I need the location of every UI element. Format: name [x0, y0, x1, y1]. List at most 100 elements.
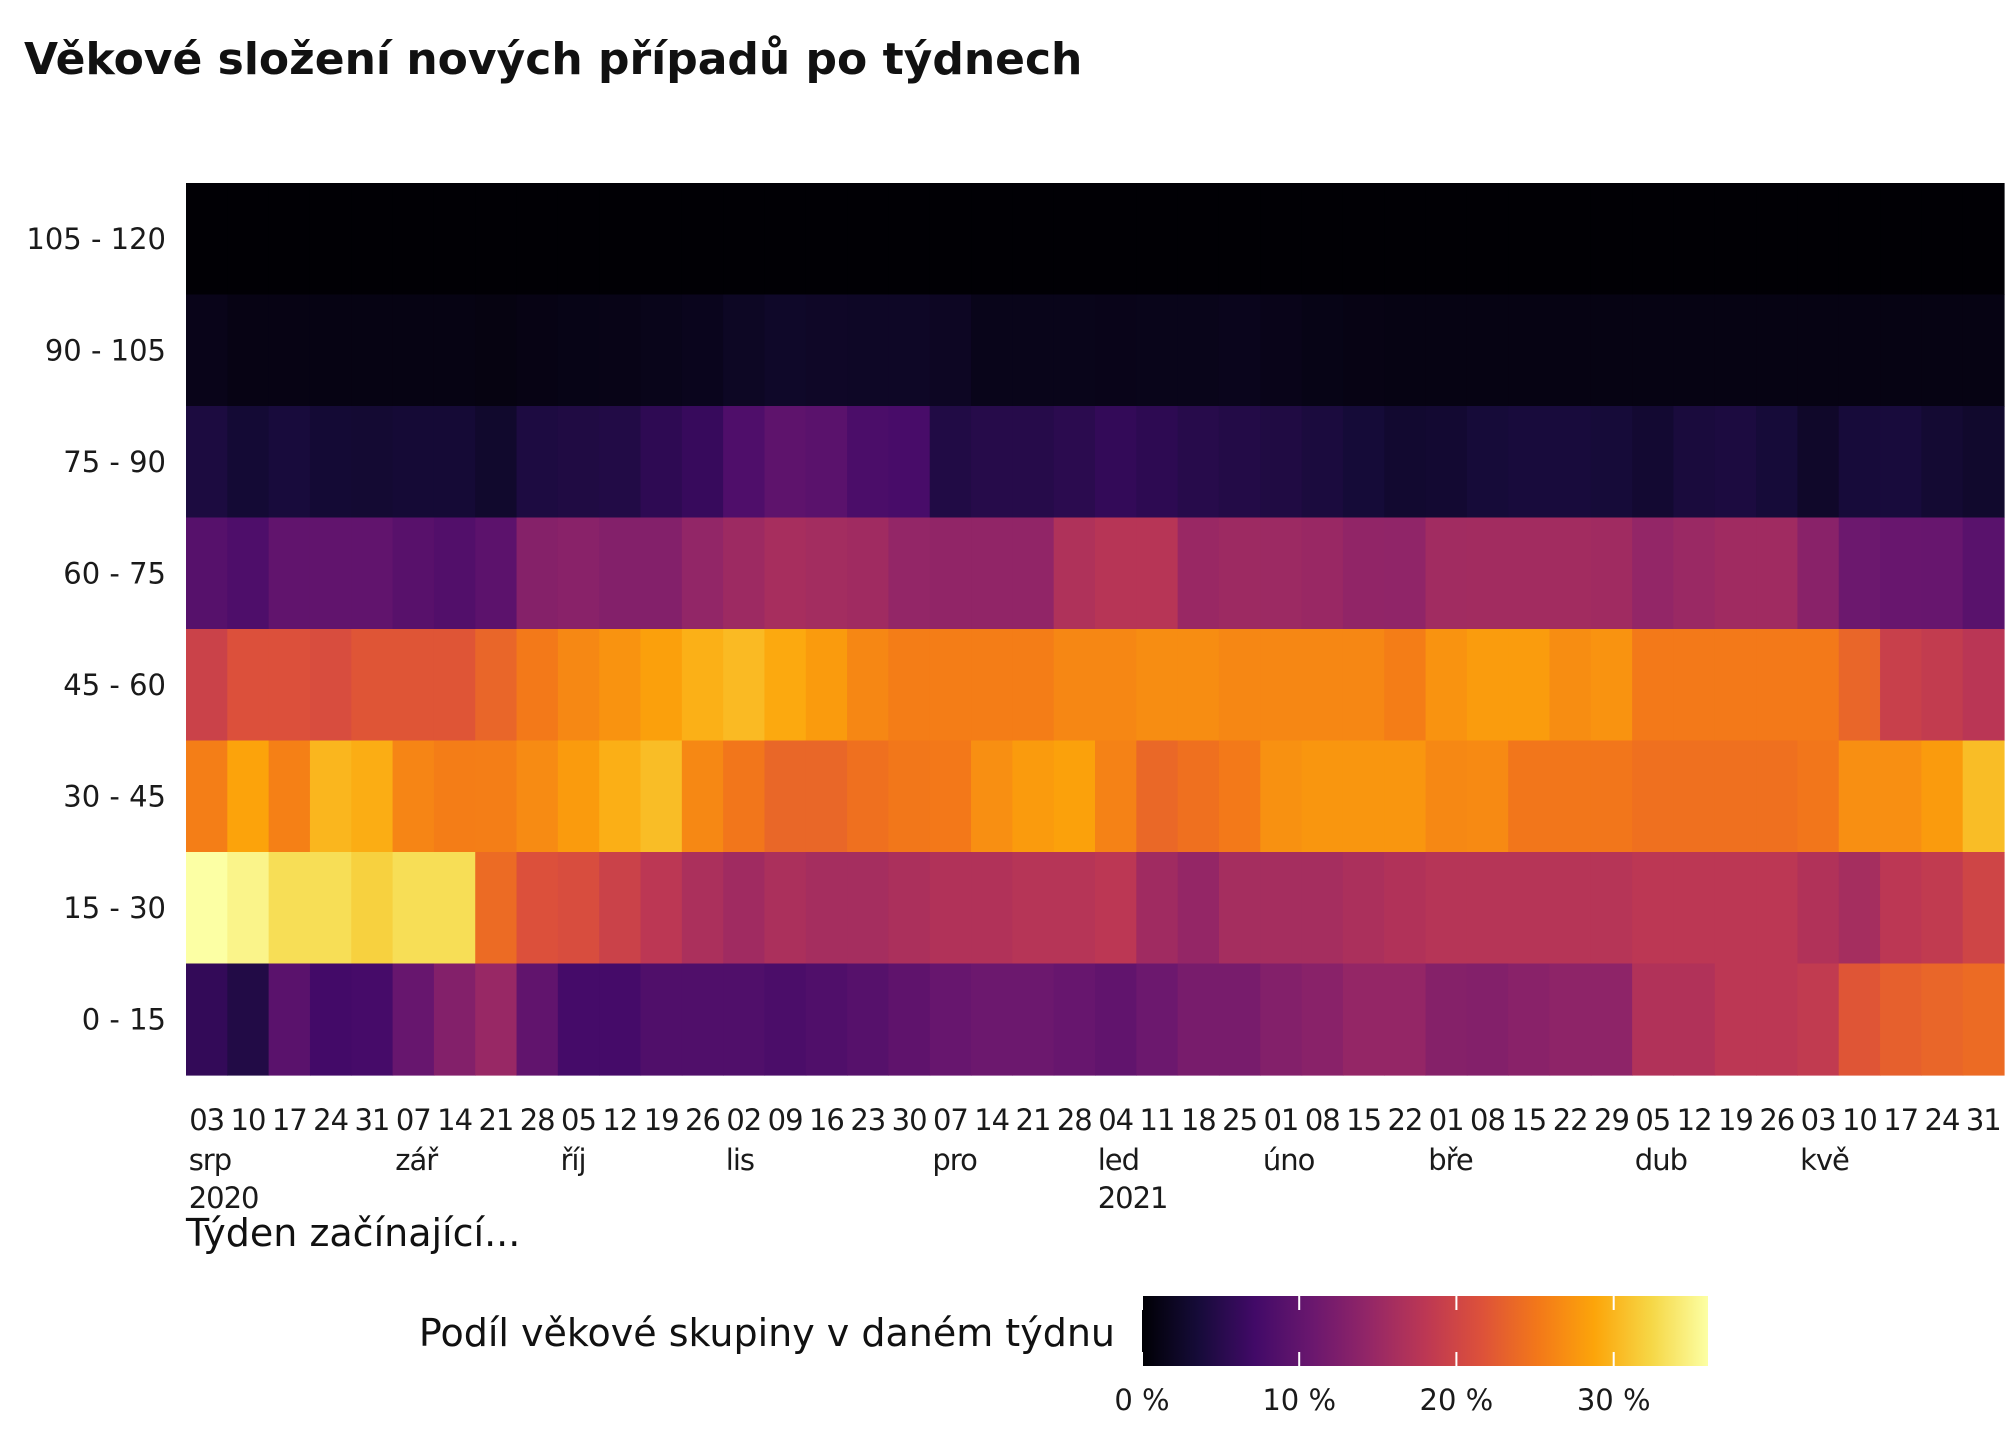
heatmap-cell — [1508, 852, 1551, 965]
heatmap-cell — [1962, 629, 2005, 742]
heatmap-cell — [1590, 406, 1633, 519]
heatmap-cell — [681, 183, 724, 296]
x-tick-day-label: 26 — [685, 1103, 720, 1137]
heatmap-cell — [1425, 740, 1468, 853]
heatmap-cell — [1508, 517, 1551, 630]
heatmap-cell — [351, 852, 394, 965]
heatmap-cell — [1260, 517, 1303, 630]
heatmap-cell — [1136, 852, 1179, 965]
heatmap-cell — [516, 183, 559, 296]
heatmap-cell — [764, 740, 807, 853]
heatmap-cell — [1673, 629, 1716, 742]
heatmap-cell — [681, 294, 724, 407]
heatmap-cell — [1508, 183, 1551, 296]
y-tick-label: 90 - 105 — [45, 333, 166, 367]
heatmap-cell — [1053, 406, 1096, 519]
heatmap-cell — [1880, 740, 1922, 853]
x-tick-day-label: 11 — [1140, 1103, 1175, 1137]
heatmap-cell — [1177, 517, 1220, 630]
y-tick-label: 60 - 75 — [63, 556, 166, 590]
heatmap-cell — [475, 183, 518, 296]
heatmap-cell — [1260, 963, 1303, 1076]
heatmap-cell — [1673, 294, 1716, 407]
x-tick-day-label: 12 — [602, 1103, 637, 1137]
heatmap-cell — [1384, 406, 1427, 519]
heatmap-cell — [516, 294, 559, 407]
heatmap-cell — [392, 629, 435, 742]
heatmap-cell — [1714, 294, 1757, 407]
heatmap-cell — [1136, 406, 1179, 519]
heatmap-cell — [1756, 294, 1799, 407]
heatmap-cell — [640, 294, 683, 407]
heatmap-cell — [1260, 629, 1303, 742]
heatmap-cell — [764, 629, 807, 742]
heatmap-cell — [1673, 517, 1716, 630]
heatmap-cell — [1632, 183, 1675, 296]
heatmap-cell — [1095, 629, 1137, 742]
x-tick-day-label: 18 — [1181, 1103, 1216, 1137]
chart-title: Věkové složení nových případů po týdnech — [24, 34, 1082, 85]
heatmap-cell — [1136, 963, 1179, 1076]
heatmap-cell — [1260, 406, 1303, 519]
heatmap-cell — [1384, 629, 1427, 742]
heatmap-cell — [1466, 629, 1509, 742]
heatmap-cell — [1342, 963, 1385, 1076]
heatmap-cell — [1053, 183, 1096, 296]
y-axis-tick-labels: 105 - 120 90 - 105 75 - 90 60 - 75 45 - 60 30… — [26, 222, 166, 1037]
heatmap-cell — [1136, 629, 1179, 742]
heatmap-cell — [1880, 183, 1922, 296]
heatmap-cell — [516, 629, 559, 742]
heatmap-cell — [227, 183, 270, 296]
heatmap-cell — [433, 183, 476, 296]
x-tick-month-label: říj — [561, 1143, 586, 1177]
heatmap-cell — [1838, 740, 1881, 853]
heatmap-cell — [1466, 963, 1509, 1076]
heatmap-cell — [1384, 852, 1427, 965]
x-tick-month-label: kvě — [1800, 1143, 1849, 1177]
heatmap-cell — [433, 740, 476, 853]
heatmap-cell — [599, 852, 642, 965]
heatmap-cell — [1549, 294, 1592, 407]
heatmap-cell — [1425, 183, 1468, 296]
heatmap-cell — [433, 963, 476, 1076]
legend-color-bar — [1142, 1296, 1708, 1366]
heatmap-cell — [1590, 629, 1633, 742]
y-tick-label: 75 - 90 — [63, 445, 166, 479]
heatmap-cell — [186, 406, 228, 519]
x-tick-day-label: 10 — [1842, 1103, 1877, 1137]
heatmap-cell — [929, 740, 972, 853]
heatmap-cell — [475, 852, 518, 965]
heatmap-cell — [1921, 406, 1964, 519]
heatmap-cell — [1756, 517, 1799, 630]
heatmap-cell — [227, 852, 270, 965]
heatmap-cell — [1384, 517, 1427, 630]
heatmap-cell — [599, 740, 642, 853]
heatmap-cell — [268, 852, 311, 965]
heatmap-cells — [186, 183, 2005, 1076]
heatmap-cell — [1590, 294, 1633, 407]
heatmap-cell — [805, 183, 848, 296]
heatmap-cell — [1342, 629, 1385, 742]
heatmap-cell — [1218, 183, 1261, 296]
heatmap-cell — [640, 963, 683, 1076]
heatmap-cell — [1053, 852, 1096, 965]
heatmap-cell — [681, 963, 724, 1076]
heatmap-cell — [1466, 740, 1509, 853]
heatmap-cell — [1590, 963, 1633, 1076]
heatmap-cell — [929, 629, 972, 742]
heatmap-cell — [1838, 517, 1881, 630]
heatmap-cell — [1466, 406, 1509, 519]
heatmap-cell — [1838, 629, 1881, 742]
heatmap-cell — [929, 406, 972, 519]
heatmap-cell — [764, 517, 807, 630]
heatmap-cell — [557, 517, 600, 630]
heatmap-cell — [929, 294, 972, 407]
heatmap-cell — [557, 963, 600, 1076]
heatmap-cell — [268, 406, 311, 519]
heatmap-cell — [1797, 517, 1840, 630]
heatmap-cell — [1136, 183, 1179, 296]
heatmap-cell — [805, 852, 848, 965]
heatmap-cell — [1218, 963, 1261, 1076]
heatmap-cell — [888, 740, 931, 853]
